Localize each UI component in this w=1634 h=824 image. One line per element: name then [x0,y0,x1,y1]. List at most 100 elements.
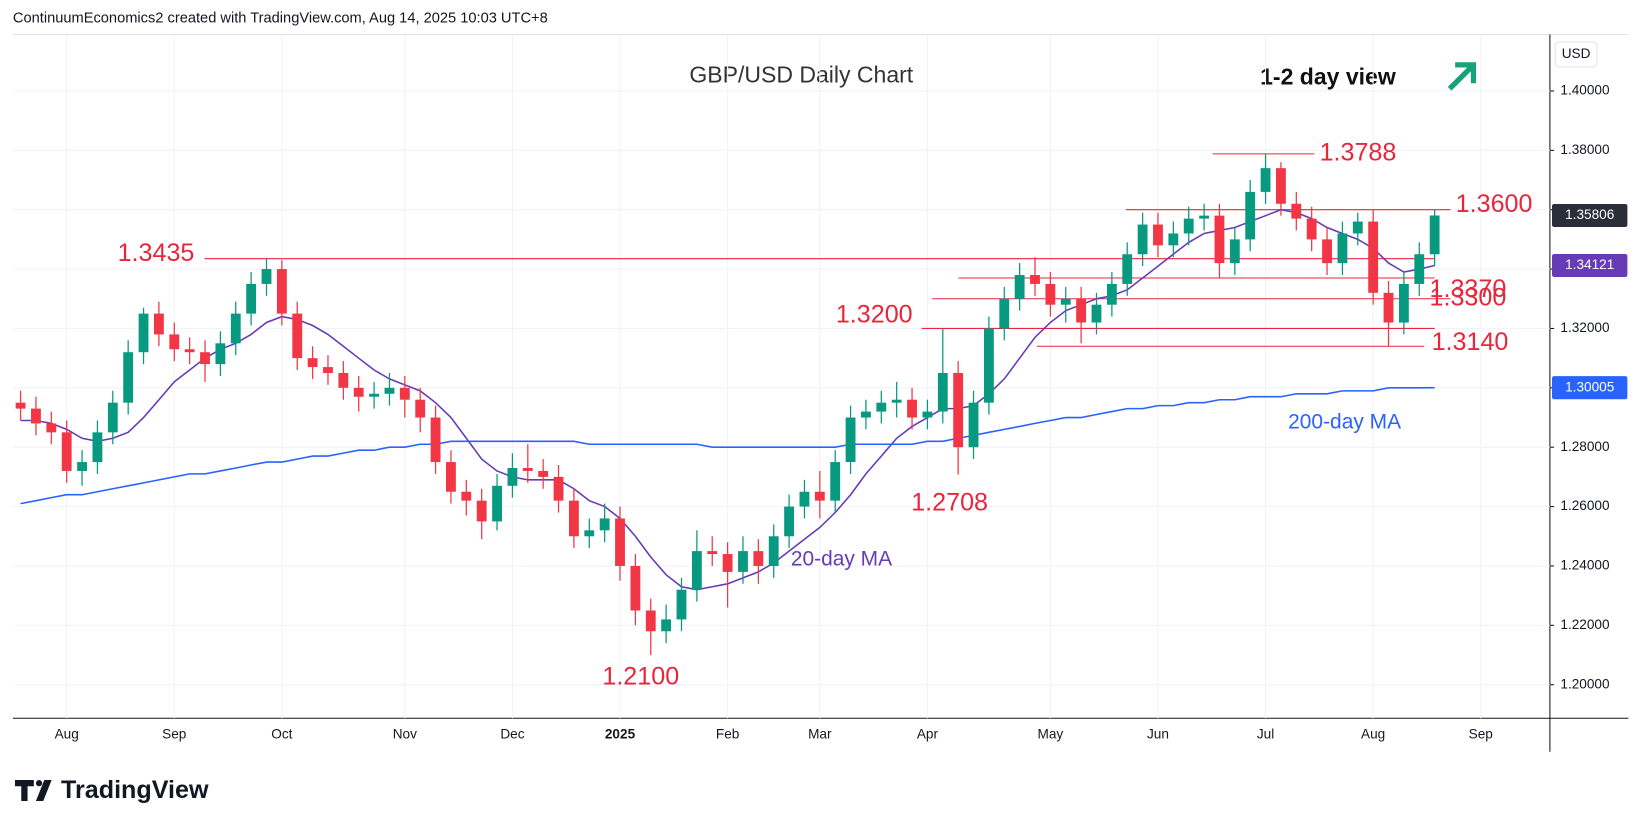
candle-body [77,462,87,471]
candle-body [768,536,779,566]
price-badge-label: 1.34121 [1565,257,1614,272]
candle-body [1276,168,1286,204]
x-tick-label: May [1038,727,1064,742]
candle-body [200,352,210,365]
candle-body [1014,275,1025,299]
y-tick-label: 1.22000 [1560,617,1610,632]
candle-body [446,462,456,492]
candle-body [1229,239,1240,264]
candle-body [338,372,349,388]
candle-body [384,387,395,394]
candle-body [983,328,994,403]
candle-body [907,399,917,418]
candle-body [753,551,764,566]
candle-body [1414,254,1425,284]
candle-body [876,402,887,412]
candle-body [1122,254,1133,284]
x-tick-label: Mar [808,727,832,742]
candle-body [615,518,625,566]
candle-body [1260,168,1271,192]
x-tick-label: Feb [716,727,739,742]
candle-body [1306,218,1317,240]
candle-body [691,551,702,590]
candle-body [891,399,902,403]
candle-body [1322,239,1332,264]
candle-body [814,491,825,501]
tv-logo-dot [35,780,43,787]
candle-body [1168,233,1179,246]
y-tick-label: 1.24000 [1560,558,1610,573]
x-tick-label: Dec [500,727,524,742]
candle-body [861,411,871,418]
candle-body [630,565,641,611]
candle-body [1199,215,1209,219]
candle-body [430,417,441,463]
level-label: 1.3140 [1432,328,1509,356]
ma-label: 20-day MA [791,548,892,571]
candle-body [369,393,380,397]
candle-body [1091,304,1102,323]
candle-body [15,402,26,409]
candle-body [953,372,964,448]
level-label: 1.3600 [1456,190,1533,218]
candle-body [123,352,134,403]
x-tick-label: Oct [271,727,292,742]
candle-body [92,432,103,463]
candle-body [1214,215,1225,264]
price-badge [1552,253,1628,278]
candle-body [922,411,933,418]
candle-body [1398,283,1409,323]
y-tick-label: 1.38000 [1560,142,1610,157]
brand: TradingView [61,776,209,804]
candle-body [507,467,518,486]
candle-body [830,462,841,501]
tv-logo: TradingView [14,776,209,804]
candle-body [184,349,195,353]
candle-body [784,506,795,537]
candle-body [968,402,979,448]
level-label: 1.3300 [1430,283,1507,311]
x-tick-label: 2025 [605,727,636,742]
currency: USD [1562,46,1591,61]
level-label: 1.3200 [836,301,913,329]
candle-body [1060,298,1071,305]
candle-body [353,387,364,397]
tv-logo-mark [14,780,52,801]
y-tick-label: 1.20000 [1560,676,1610,691]
price-badge-label: 1.35806 [1565,207,1614,222]
x-tick-label: Sep [162,727,186,742]
candle-body [261,269,272,284]
candle-body [153,313,164,335]
y-tick-label: 1.32000 [1560,320,1610,335]
x-tick-label: Aug [55,727,79,742]
candle-body [399,387,410,400]
x-tick-label: Sep [1469,727,1493,742]
price-badge-label: 1.30005 [1565,379,1614,394]
candle-body [276,269,287,314]
level-label: 1.2100 [602,663,679,691]
chart-title: GBP/USD Daily Chart [689,62,913,88]
candles [15,153,1440,656]
level-label: 1.3788 [1320,139,1397,167]
candle-body [937,372,948,412]
candle-body [461,491,472,501]
candle-body [246,283,257,314]
candle-body [738,551,748,572]
candle-body [538,470,549,477]
candle-body [1153,224,1163,246]
candle-body [1337,233,1348,264]
y-tick-label: 1.40000 [1560,83,1610,98]
candle-body [476,500,487,522]
candle-body [1030,275,1040,284]
candle-body [107,402,118,433]
candle-body [31,408,41,424]
level-label: 1.3435 [118,239,195,267]
currency-box[interactable] [1554,41,1598,68]
x-tick-label: Jul [1257,727,1274,742]
candle-body [1429,215,1440,255]
candle-body [568,500,579,537]
price-badge [1552,203,1628,227]
candle-body [1352,221,1363,234]
